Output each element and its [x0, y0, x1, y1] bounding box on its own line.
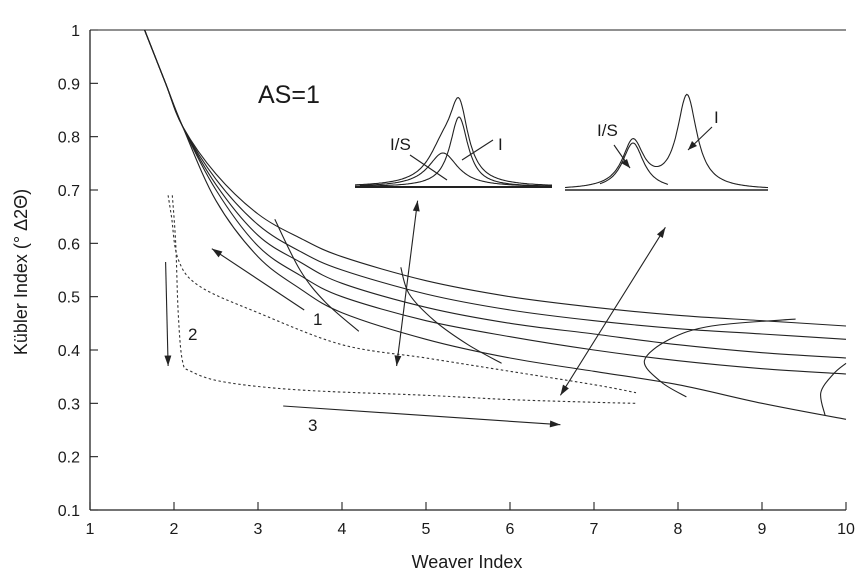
x-axis-ticks: 1 2 3 4 5 6 7 8 9 10: [86, 502, 855, 538]
arrow-3-shaft: [283, 405, 561, 426]
inset-arrow-2: [559, 227, 666, 396]
x-tick-label-8: 8: [674, 521, 683, 538]
dashed-paths: [167, 195, 637, 404]
inset-right-is-pointer-head: [621, 159, 630, 168]
arrow-2: [164, 261, 172, 367]
x-tick-label-9: 9: [758, 521, 767, 538]
inset-left-is-label: I/S: [390, 135, 411, 154]
inset-left-i-pointer: [461, 139, 494, 161]
x-tick-label-6: 6: [506, 521, 515, 538]
inset-right-i-label: I: [714, 108, 719, 127]
arrow-3: [283, 405, 561, 428]
arrow-2-shaft: [165, 261, 169, 367]
boundary-curves: [274, 219, 847, 416]
y-tick-label-0.1: 0.1: [58, 503, 80, 520]
x-tick-label-5: 5: [422, 521, 431, 538]
y-tick-label-0.8: 0.8: [58, 130, 80, 147]
inset-arrow-1-head: [394, 355, 402, 366]
inset-right-is-peak: [599, 142, 669, 185]
y-tick-label-0.6: 0.6: [58, 236, 80, 253]
path-1-label: 1: [313, 310, 322, 329]
y-tick-label-0.3: 0.3: [58, 396, 80, 413]
path-3-label: 3: [308, 416, 317, 435]
boundary-curve-4: [820, 362, 847, 416]
dashed-path-1: [167, 195, 637, 394]
inset-right-is-label: I/S: [597, 121, 618, 140]
dashed-path-2: [171, 195, 637, 404]
inset-left-is-pointer: [409, 154, 448, 181]
series-group: [144, 29, 847, 420]
boundary-curve-3: [643, 318, 796, 398]
inset-arrow-1: [394, 200, 420, 367]
x-tick-label-7: 7: [590, 521, 599, 538]
arrow-1: [211, 248, 305, 311]
inset-left-peaks: [354, 96, 552, 188]
inset-arrow-1-shaft: [396, 200, 419, 367]
series-line-5: [144, 29, 847, 420]
x-tick-label-10: 10: [837, 521, 855, 538]
inset-arrow-2-head: [560, 384, 569, 396]
arrow-1-head: [211, 248, 223, 258]
inset-arrow-2-tail-head: [656, 227, 666, 239]
arrow-1-shaft: [211, 248, 305, 311]
boundary-curve-2: [400, 267, 502, 364]
inset-left-is-peak: [359, 152, 545, 187]
x-axis-label: Weaver Index: [412, 552, 523, 572]
y-axis-ticks: 0.1 0.2 0.3 0.4 0.5 0.6 0.7 0.8 0.9 1: [58, 23, 98, 520]
inset-arrow-1-tail-head: [412, 200, 420, 212]
y-tick-label-0.7: 0.7: [58, 183, 80, 200]
y-tick-label-0.2: 0.2: [58, 450, 80, 467]
arrow-2-head: [164, 355, 172, 366]
x-tick-label-2: 2: [170, 521, 179, 538]
y-tick-label-0.4: 0.4: [58, 343, 80, 360]
inset-arrow-2-shaft: [559, 227, 666, 396]
inset-right-i-pointer-head: [688, 141, 697, 150]
inset-left-i-label: I: [498, 135, 503, 154]
axes: [89, 29, 846, 511]
x-tick-label-3: 3: [254, 521, 263, 538]
inset-left-sum-peak: [354, 96, 552, 186]
y-tick-label-0.9: 0.9: [58, 76, 80, 93]
inset-left-i-peak: [355, 116, 552, 187]
arrow-3-head: [549, 420, 561, 428]
inset-right-peaks: [564, 93, 769, 191]
x-tick-label-4: 4: [338, 521, 347, 538]
path-2-label: 2: [188, 325, 197, 344]
inset-right-sum-peak: [564, 93, 769, 189]
y-tick-label-1: 1: [71, 23, 80, 40]
boundary-curve-1: [274, 219, 360, 332]
arrows-group: [164, 200, 666, 428]
x-tick-label-1: 1: [86, 521, 95, 538]
as-label: AS=1: [258, 81, 320, 109]
y-tick-label-0.5: 0.5: [58, 290, 80, 307]
y-axis-label: Kübler Index (° Δ2Θ): [11, 189, 31, 355]
